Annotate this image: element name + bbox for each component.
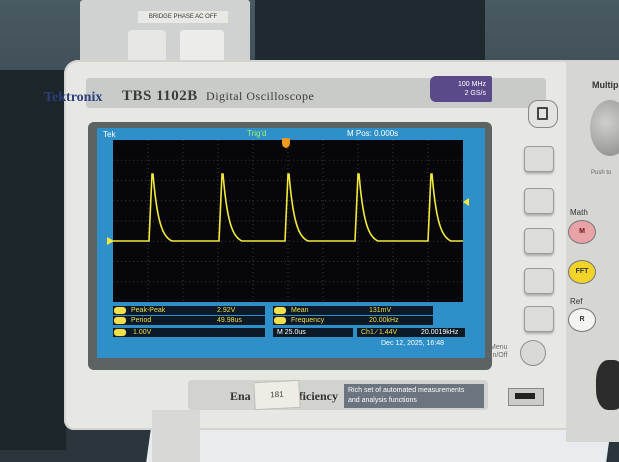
trigger-frequency: 20.0019kHz	[421, 329, 459, 336]
push-label: Push to	[591, 170, 612, 176]
asset-sticker: 181	[253, 379, 301, 411]
measure-row-4	[273, 316, 433, 325]
measurement-panel: Peak-Peak 2.92V Period 49.98us Mean 131m…	[113, 304, 465, 352]
timebase-row	[273, 328, 353, 337]
model-type: Digital Oscilloscope	[206, 89, 315, 103]
measure-value-peak-peak: 2.92V	[217, 307, 236, 314]
math-button[interactable]: M	[568, 220, 596, 244]
trigger-info: Ch1 ∕ 1.44V	[361, 329, 398, 336]
menu-label-line2: On/Off	[487, 352, 508, 359]
channel-scale-row	[113, 328, 265, 337]
status-bar: Tek Trig'd M Pos: 0.000s	[97, 128, 485, 140]
measure-tag-1	[113, 306, 127, 315]
measure-tag-4	[273, 316, 287, 325]
measure-label-mean: Mean	[291, 307, 309, 314]
backdrop-switch	[128, 30, 166, 64]
feature-desc-line1: Rich set of automated measurements	[348, 387, 465, 394]
timebase: M 25.0us	[277, 329, 306, 336]
measure-value-mean: 131mV	[369, 307, 392, 314]
feature-title-end: ficiency	[298, 389, 339, 403]
ref-label: Ref	[570, 297, 583, 306]
feature-desc-line2: and analysis functions	[348, 397, 417, 404]
date-time: Dec 12, 2025, 16:48	[381, 340, 445, 347]
model-label: TBS 1102B Digital Oscilloscope	[122, 88, 314, 105]
trigger-marker	[282, 138, 290, 148]
option-button-5[interactable]	[524, 306, 554, 332]
feature-title: Ena ficiency	[230, 389, 338, 404]
backdrop-label: BRIDGE PHASE AC OFF	[138, 11, 228, 23]
model-number: TBS 1102B	[122, 88, 198, 104]
menu-label-line1: Menu	[489, 344, 508, 351]
trigger-level-marker	[463, 198, 469, 206]
channel1-trace	[113, 173, 463, 242]
option-button-3[interactable]	[524, 228, 554, 254]
scope-screen: Tek Trig'd M Pos: 0.000s Peak-Peak 2.92V…	[97, 128, 485, 358]
option-button-2[interactable]	[524, 188, 554, 214]
usb-port[interactable]	[508, 388, 544, 406]
save-button[interactable]	[528, 100, 558, 128]
menu-on-off-label: Menu On/Off	[487, 344, 508, 360]
brand-logo: Tektronix	[44, 90, 103, 105]
menu-on-off-button[interactable]	[520, 340, 546, 366]
backdrop-instrument	[255, 0, 485, 68]
horizontal-position: M Pos: 0.000s	[347, 129, 399, 138]
vertical-knob[interactable]	[596, 360, 619, 410]
multipurpose-knob[interactable]	[590, 100, 619, 156]
measure-row-3	[273, 306, 433, 315]
waveform-plot	[113, 140, 463, 302]
measure-value-period: 49.98us	[217, 317, 242, 324]
option-button-4[interactable]	[524, 268, 554, 294]
stand-foot	[152, 410, 200, 462]
measure-tag-3	[273, 306, 287, 315]
spec-samplerate: 2 GS/s	[464, 90, 486, 97]
channel-scale: 1.00V	[133, 329, 152, 336]
usb-slot	[515, 393, 535, 399]
multipurpose-label: Multip	[592, 80, 619, 90]
backdrop-cable-area	[0, 70, 66, 450]
measure-label-peak-peak: Peak-Peak	[131, 307, 166, 314]
waveform-svg	[113, 140, 463, 302]
spec-bandwidth: 100 MHz	[457, 81, 486, 88]
feature-description: Rich set of automated measurements and a…	[344, 384, 484, 408]
channel-tag	[113, 328, 127, 337]
trigger-row	[357, 328, 465, 337]
feature-title-start: Ena	[230, 389, 251, 403]
floppy-icon	[537, 107, 548, 120]
plot-grid	[113, 140, 463, 302]
measure-tag-2	[113, 316, 127, 325]
ref-button[interactable]: R	[568, 308, 596, 332]
channel1-ground-marker	[107, 237, 114, 245]
trigger-status: Trig'd	[247, 129, 267, 138]
status-tek: Tek	[103, 130, 116, 139]
option-button-1[interactable]	[524, 146, 554, 172]
measure-row-2	[113, 316, 265, 325]
backdrop-power-panel: BRIDGE PHASE AC OFF	[80, 0, 250, 70]
measure-label-period: Period	[131, 317, 152, 324]
spec-badge: 100 MHz 2 GS/s	[430, 76, 492, 102]
fft-button[interactable]: FFT	[568, 260, 596, 284]
measure-value-frequency: 20.00kHz	[369, 317, 399, 324]
measure-row-1	[113, 306, 265, 315]
math-label: Math	[570, 208, 588, 217]
measure-label-frequency: Frequency	[291, 317, 325, 324]
